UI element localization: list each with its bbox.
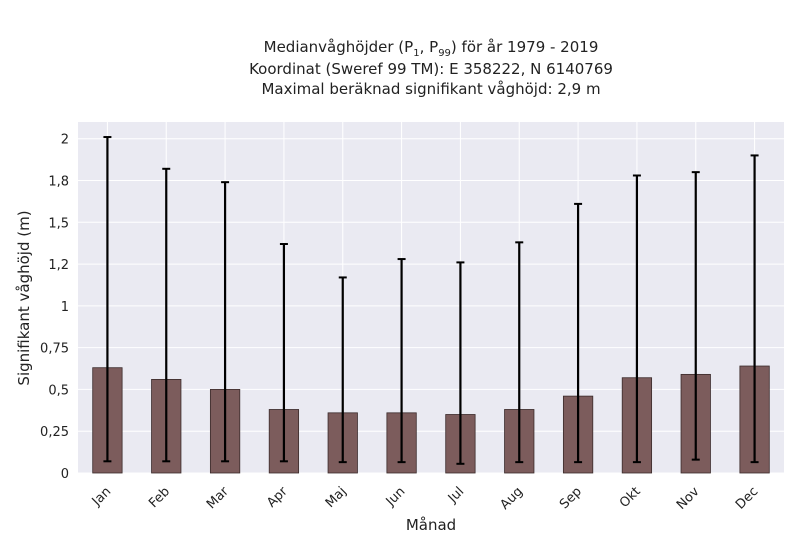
x-tick-label: Jul — [445, 484, 467, 506]
y-tick-label: 2 — [61, 133, 69, 148]
y-tick-label: 1,2 — [48, 258, 69, 273]
x-tick-label: Mar — [204, 484, 232, 512]
y-tick-label: 1,5 — [48, 216, 69, 231]
chart-title-line2: Koordinat (Sweref 99 TM): E 358222, N 61… — [249, 60, 613, 78]
x-tick-label: Aug — [498, 484, 527, 513]
y-tick-label: 0,25 — [40, 425, 69, 440]
y-tick-label: 1 — [61, 300, 69, 315]
plot-area — [78, 122, 784, 473]
chart-title-line3: Maximal beräknad signifikant våghöjd: 2,… — [261, 80, 600, 98]
y-tick-label: 1,8 — [48, 175, 69, 190]
chart-title-line1: Medianvåghöjder (P1, P99) för år 1979 - … — [264, 38, 599, 59]
x-tick-label: Apr — [264, 484, 291, 511]
y-tick-label: 0 — [61, 467, 69, 482]
x-tick-label: Okt — [617, 484, 644, 511]
error-bars — [103, 136, 759, 465]
x-tick-label: Feb — [146, 484, 173, 511]
x-tick-label: Maj — [323, 484, 350, 511]
x-axis-ticks: Jan Feb Mar Apr Maj Jun Jul Aug Sep Okt Nov Dec — [89, 484, 762, 513]
x-tick-label: Dec — [733, 484, 761, 512]
x-axis-label: Månad — [406, 516, 456, 534]
y-axis-label: Signifikant våghöjd (m) — [15, 210, 33, 385]
x-tick-label: Jun — [383, 484, 409, 510]
x-tick-label: Jan — [89, 484, 114, 509]
y-tick-label: 0,5 — [48, 383, 69, 398]
x-tick-label: Sep — [557, 484, 585, 512]
x-tick-label: Nov — [674, 484, 703, 513]
y-tick-label: 0,75 — [40, 342, 69, 357]
y-axis-ticks: 0 0,25 0,5 0,75 1 1,2 1,5 1,8 2 — [40, 133, 69, 482]
